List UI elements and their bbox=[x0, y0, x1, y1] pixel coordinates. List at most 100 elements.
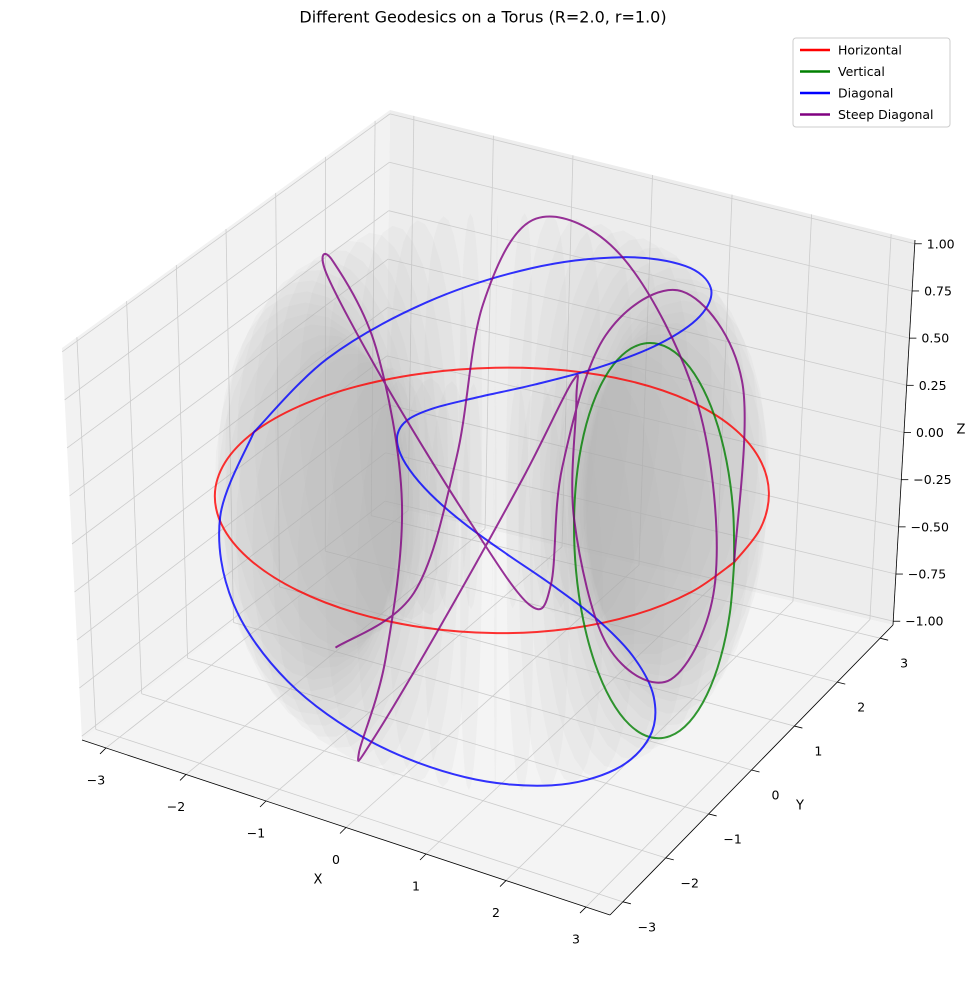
torus-surface bbox=[235, 335, 409, 726]
torus-surface bbox=[550, 367, 665, 770]
grid-line bbox=[233, 622, 752, 771]
torus-surface bbox=[424, 381, 471, 788]
torus-surface bbox=[582, 278, 759, 666]
x-tick-label: −3 bbox=[87, 772, 105, 787]
torus-surface bbox=[585, 289, 767, 677]
z-tick-label: −0.75 bbox=[908, 567, 946, 582]
grid-line bbox=[325, 550, 838, 683]
z-tick-label: 0.75 bbox=[924, 283, 952, 298]
torus-surface bbox=[567, 352, 715, 749]
torus-surface bbox=[578, 267, 748, 655]
torus-surface bbox=[540, 373, 636, 778]
y-tick bbox=[665, 857, 674, 861]
x-tick bbox=[259, 800, 267, 808]
torus-surface bbox=[325, 367, 438, 768]
y-tick-label: −2 bbox=[681, 875, 699, 890]
grid-line bbox=[187, 657, 709, 815]
torus-surface bbox=[518, 381, 569, 789]
geodesic-line bbox=[321, 215, 746, 762]
y-axis-label: Y bbox=[795, 799, 804, 814]
grid-line bbox=[64, 161, 390, 401]
torus-surface bbox=[549, 230, 662, 623]
y-tick-label: 1 bbox=[814, 744, 822, 759]
torus-surface bbox=[214, 302, 402, 692]
legend-label: Steep Diagonal bbox=[838, 107, 934, 122]
z-tick-label: 0.00 bbox=[916, 425, 944, 440]
grid-line bbox=[66, 210, 389, 449]
torus-surface bbox=[217, 313, 403, 703]
torus-surface bbox=[252, 345, 414, 737]
legend: Horizontal Vertical Diagonal Steep Diagonal bbox=[792, 37, 951, 128]
z-tick-label: 0.25 bbox=[919, 378, 947, 393]
torus-surface bbox=[460, 383, 483, 791]
torus-surface bbox=[574, 344, 735, 738]
z-tick-label: 0.50 bbox=[921, 331, 949, 346]
legend-frame bbox=[792, 37, 951, 128]
z-tick-label: −0.25 bbox=[913, 472, 951, 487]
pane-back bbox=[385, 110, 915, 625]
grid-line bbox=[388, 210, 910, 339]
torus-surface bbox=[573, 257, 732, 645]
torus-surface bbox=[579, 333, 750, 726]
x-tick bbox=[419, 853, 427, 861]
y-tick-label: −1 bbox=[723, 831, 741, 846]
torus-surface bbox=[559, 360, 692, 760]
x-tick-label: 3 bbox=[572, 932, 580, 947]
grid-line bbox=[61, 113, 391, 353]
x-tick bbox=[499, 880, 507, 887]
grid-line bbox=[69, 258, 389, 497]
grid-line bbox=[81, 500, 386, 737]
torus-surface bbox=[424, 216, 471, 612]
grid-line bbox=[387, 307, 905, 433]
torus-surface bbox=[253, 260, 414, 648]
y-tick-label: −3 bbox=[638, 919, 656, 934]
torus-surface bbox=[539, 223, 633, 617]
grid-line bbox=[74, 355, 388, 593]
torus-surface bbox=[506, 383, 534, 791]
grid-line bbox=[385, 452, 897, 575]
torus-surface bbox=[297, 361, 429, 759]
grid-line bbox=[389, 161, 913, 292]
grid-line bbox=[389, 113, 915, 245]
torus-surface bbox=[559, 238, 689, 629]
grid-line bbox=[279, 586, 795, 727]
x-axis-label: X bbox=[314, 873, 323, 888]
z-tick-label: −1.00 bbox=[905, 614, 943, 629]
torus-surface bbox=[272, 353, 421, 748]
torus-surface bbox=[459, 213, 483, 610]
grid-line bbox=[76, 403, 387, 641]
x-tick bbox=[99, 747, 107, 755]
x-tick-label: −1 bbox=[247, 825, 265, 840]
y-tick bbox=[751, 769, 760, 773]
grid-line bbox=[79, 452, 386, 689]
grid-line bbox=[95, 728, 623, 903]
y-tick bbox=[622, 901, 631, 905]
x-tick bbox=[579, 906, 587, 914]
x-tick-label: 0 bbox=[332, 852, 340, 867]
grid-line bbox=[371, 515, 881, 639]
y-tick-label: 0 bbox=[772, 788, 780, 803]
torus-surface bbox=[217, 291, 403, 680]
torus-surface bbox=[585, 311, 767, 702]
legend-label: Horizontal bbox=[838, 43, 902, 58]
torus-surface bbox=[494, 383, 497, 792]
grid-line bbox=[386, 355, 902, 481]
y-tick-label: 3 bbox=[900, 656, 908, 671]
torus-surface bbox=[225, 280, 405, 669]
geodesic-line bbox=[218, 256, 713, 787]
y-tick bbox=[880, 637, 889, 641]
torus-surface bbox=[586, 300, 769, 690]
grid-line bbox=[388, 258, 907, 386]
z-tick-label: −0.50 bbox=[911, 519, 949, 534]
legend-label: Vertical bbox=[838, 64, 885, 79]
torus-surface bbox=[505, 213, 532, 609]
grid-line bbox=[386, 403, 899, 528]
z-tick-label: 1.00 bbox=[927, 236, 955, 251]
x-tick-label: 1 bbox=[412, 879, 420, 894]
x-tick-label: −2 bbox=[167, 799, 185, 814]
x-tick-label: 2 bbox=[492, 905, 500, 920]
torus-surface bbox=[529, 377, 603, 784]
grid-line bbox=[71, 307, 388, 545]
torus-surface bbox=[274, 250, 421, 640]
